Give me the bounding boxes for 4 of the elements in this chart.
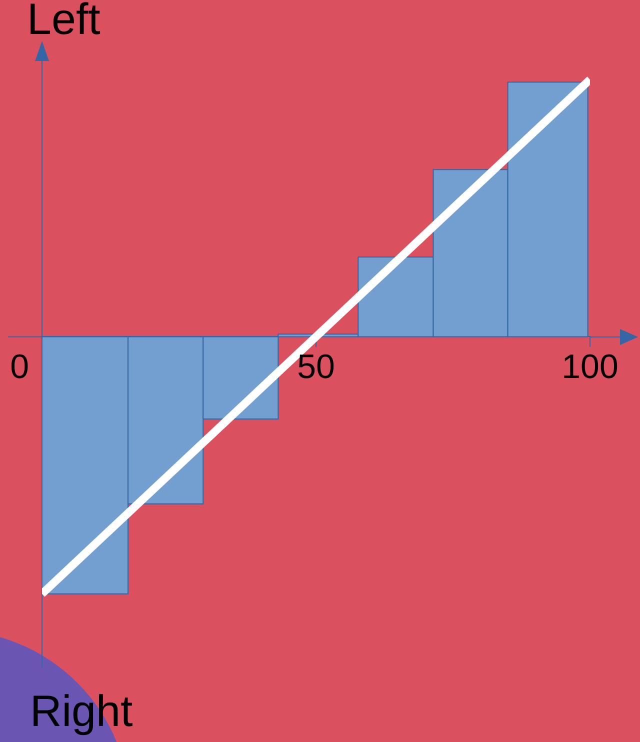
x-tick-label: 0 [10, 348, 29, 386]
x-tick-label: 50 [297, 348, 335, 386]
y-axis-title: Left [27, 0, 100, 44]
x-tick-label: 100 [562, 348, 618, 386]
